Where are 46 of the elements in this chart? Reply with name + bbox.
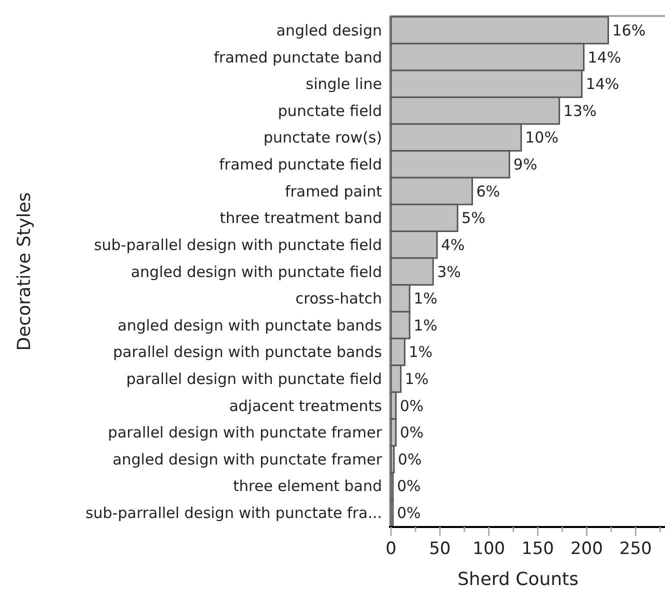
annotation: 1% (408, 343, 432, 362)
y-tick-label: angled design with punctate bands (118, 316, 382, 334)
x-tick-label: 0 (386, 539, 396, 559)
y-tick-label: three element band (233, 477, 382, 496)
x-tick-label: 200 (570, 539, 603, 559)
annotation: 14% (586, 75, 620, 94)
annotation: 1% (414, 316, 438, 334)
x-axis-title: Sherd Counts (458, 569, 578, 590)
y-tick-label: framed paint (284, 182, 382, 200)
x-tick-label: 250 (619, 539, 652, 559)
annotation: 4% (440, 236, 465, 254)
annotation: 5% (462, 209, 486, 228)
y-tick-label: angled design with punctate framer (112, 450, 383, 468)
annotation: 1% (414, 290, 438, 308)
annotation: 0% (396, 477, 421, 496)
y-tick-label: adjacent treatments (229, 396, 382, 415)
y-tick-label: framed punctate band (214, 48, 382, 66)
y-tick-label: parallel design with punctate framer (108, 424, 383, 442)
annotation: 14% (588, 48, 622, 66)
y-tick-label: punctate row(s) (263, 128, 382, 147)
annotation: 6% (476, 182, 500, 200)
y-axis-title: Decorative Styles (14, 192, 35, 351)
y-tick-label: sub-parrallel design with punctate fra... (85, 504, 382, 522)
annotation: 0% (400, 424, 424, 442)
y-tick-label: single line (306, 75, 382, 94)
x-tick-label: 150 (522, 539, 554, 559)
x-tick-label: 100 (472, 539, 506, 559)
annotation: 0% (398, 450, 422, 468)
annotation: 1% (404, 370, 429, 388)
annotation: 16% (612, 21, 646, 40)
annotation: 13% (563, 102, 597, 120)
annotation: 3% (437, 262, 461, 281)
annotation: 10% (525, 128, 558, 147)
y-tick-label: angled design with punctate field (130, 262, 382, 281)
annotation: 9% (513, 156, 538, 174)
y-tick-label: cross-hatch (295, 290, 382, 308)
y-tick-label: punctate field (278, 102, 382, 120)
y-tick-label: parallel design with punctate bands (113, 343, 382, 362)
x-tick-label: 50 (429, 539, 451, 559)
y-tick-label: angled design (276, 21, 382, 40)
y-tick-label: sub-parallel design with punctate field (94, 236, 382, 254)
y-tick-label: parallel design with punctate field (126, 370, 382, 388)
annotation: 0% (396, 504, 421, 522)
y-tick-label: three treatment band (220, 209, 382, 228)
annotation: 0% (400, 396, 424, 415)
y-tick-label: framed punctate field (219, 156, 382, 174)
